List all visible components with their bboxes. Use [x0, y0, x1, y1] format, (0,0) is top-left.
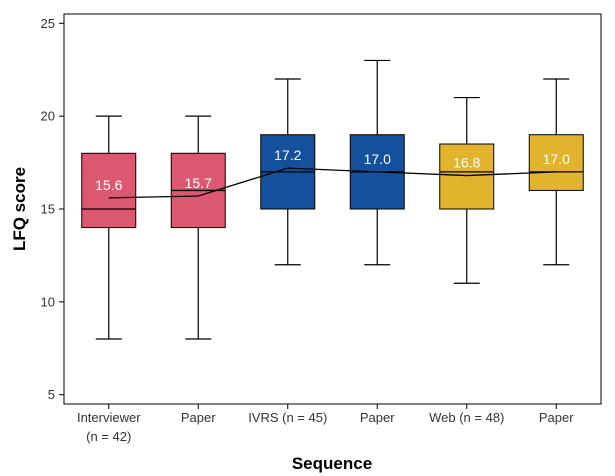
x-tick-label: Paper	[181, 410, 216, 425]
y-axis: 5 10 15 20 25	[41, 16, 64, 402]
y-tick-label: 10	[41, 294, 55, 309]
boxes	[81, 59, 584, 340]
x-tick-label: IVRS (n = 45)	[248, 410, 327, 425]
y-tick-label: 25	[41, 16, 55, 31]
mean-label: 16.8	[453, 155, 480, 171]
x-tick-label: Web (n = 48)	[429, 410, 504, 425]
mean-labels: 15.6 15.7 17.2 17.0 16.8 17.0	[95, 147, 570, 193]
y-tick-label: 20	[41, 109, 55, 124]
x-tick-label: Paper	[360, 410, 395, 425]
mean-line-group	[108, 167, 557, 199]
iqr-box	[439, 143, 495, 210]
x-tick-label: Paper	[539, 410, 574, 425]
mean-line	[108, 167, 557, 199]
x-tick-label: Interviewer (n = 42)	[77, 410, 141, 444]
box-6	[528, 78, 584, 266]
box-5	[439, 96, 495, 284]
box-3	[260, 78, 316, 266]
x-axis-title: Sequence	[292, 454, 372, 473]
mean-label: 17.0	[543, 151, 570, 167]
y-tick-label: 15	[41, 202, 55, 217]
mean-label: 17.0	[364, 151, 391, 167]
box-2	[170, 115, 226, 340]
box-1	[81, 115, 137, 340]
mean-label: 15.7	[185, 175, 212, 191]
y-tick-label: 5	[48, 387, 55, 402]
mean-label: 17.2	[274, 147, 301, 163]
plot-frame	[63, 13, 602, 405]
mean-label: 15.6	[95, 177, 122, 193]
iqr-box	[81, 152, 137, 229]
y-axis-title: LFQ score	[10, 167, 29, 251]
iqr-box	[528, 134, 584, 191]
x-axis: Interviewer (n = 42) Paper IVRS (n = 45) Pap…	[77, 404, 574, 444]
